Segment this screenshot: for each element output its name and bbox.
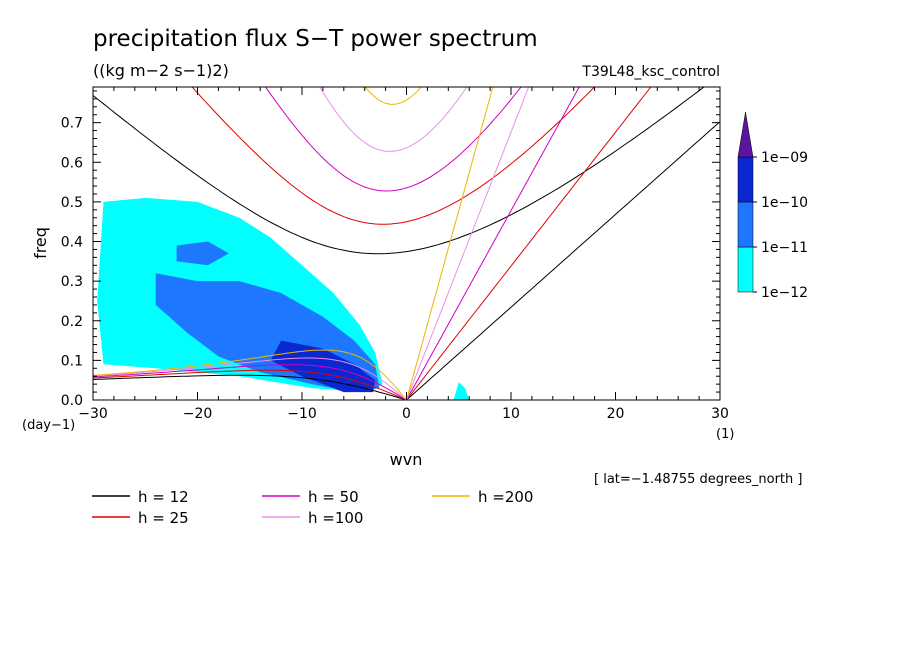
colorbar-label: 1e−10 [761, 195, 808, 211]
x-tick-label: −20 [183, 406, 213, 422]
y-axis-unit: (day−1) [22, 418, 75, 433]
shaded-region-4 [453, 382, 470, 400]
x-tick-label: 0 [402, 406, 411, 422]
y-tick-label: 0.7 [61, 116, 83, 132]
x-tick-label: 30 [711, 406, 729, 422]
chart-title: precipitation flux S−T power spectrum [93, 26, 538, 52]
colorbar-label: 1e−12 [761, 285, 808, 301]
chart-units: ((kg m−2 s−1)2) [93, 61, 229, 80]
colorbar-label: 1e−11 [761, 240, 808, 256]
dispersion-curve-h200-kelvin [406, 87, 494, 400]
legend-label-h200: h =200 [478, 488, 533, 506]
dispersion-curve-h25-kelvin [406, 87, 652, 400]
dispersion-curve-h200-rossby1 [93, 349, 407, 400]
colorbar-label: 1e−09 [761, 150, 808, 166]
dispersion-curve-h100-ig1 [319, 87, 468, 152]
y-tick-label: 0.6 [61, 155, 83, 171]
dispersion-curve-h25-rossby1 [93, 369, 407, 400]
colorbar: 1e−12 1e−11 1e−10 1e−09 [737, 111, 808, 301]
dispersion-curve-h100-rossby1 [93, 357, 407, 400]
y-tick-label: 0.5 [61, 195, 83, 211]
dispersion-curve-h100-kelvin [406, 87, 530, 400]
x-tick-label: −10 [287, 406, 317, 422]
legend-label-h100: h =100 [308, 509, 363, 527]
latitude-note: [ lat=−1.48755 degrees_north ] [594, 472, 802, 487]
colorbar-segment-1 [737, 201, 754, 248]
x-axis-unit: (1) [716, 427, 734, 442]
x-axis-label: wvn [390, 450, 423, 469]
axis-ticks: −30 −20 −10 0 10 20 30 0.0 0.1 0.2 0.3 0.4 0.5 0.6 0.7 [61, 87, 729, 422]
legend-label-h50: h = 50 [308, 488, 359, 506]
dispersion-curve-h12-rossby1 [93, 374, 407, 400]
shaded-region-3 [176, 241, 229, 266]
dispersion-curve-h50-kelvin [406, 87, 580, 400]
dispersion-curve-h50-ig1 [264, 87, 522, 192]
y-tick-label: 0.2 [61, 314, 83, 330]
legend: h = 12 h = 25 h = 50 h =100 h =200 [92, 488, 533, 527]
y-axis-label: freq [31, 227, 50, 259]
legend-label-h12: h = 12 [138, 488, 189, 506]
y-tick-label: 0.0 [61, 393, 83, 409]
experiment-label: T39L48_ksc_control [581, 64, 720, 80]
dispersion-curve-h12-ig1 [93, 87, 705, 255]
legend-label-h25: h = 25 [138, 509, 189, 527]
x-tick-label: 20 [607, 406, 625, 422]
colorbar-segment-2 [737, 156, 754, 203]
dispersion-curve-h50-rossby1 [93, 364, 407, 400]
y-tick-label: 0.3 [61, 274, 83, 290]
dispersion-curve-h200-ig1 [364, 87, 422, 105]
y-tick-label: 0.4 [61, 235, 83, 251]
x-tick-label: 10 [502, 406, 520, 422]
y-tick-label: 0.1 [61, 353, 83, 369]
colorbar-segment-0 [737, 246, 754, 293]
x-tick-label: −30 [78, 406, 108, 422]
colorbar-extension [737, 111, 754, 158]
dispersion-curve-h12-kelvin [406, 121, 720, 400]
